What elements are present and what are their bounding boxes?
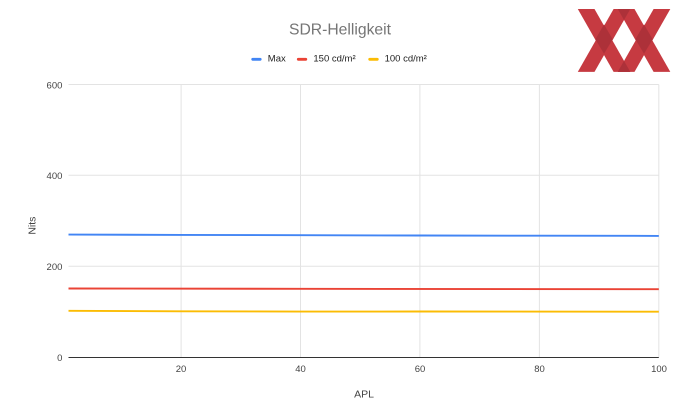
svg-text:80: 80 xyxy=(534,364,545,375)
svg-text:600: 600 xyxy=(47,80,63,91)
svg-text:APL: APL xyxy=(354,389,374,401)
svg-text:0: 0 xyxy=(57,353,62,364)
svg-text:60: 60 xyxy=(415,364,426,375)
svg-text:400: 400 xyxy=(47,171,63,182)
svg-text:40: 40 xyxy=(295,364,306,375)
svg-text:Nits: Nits xyxy=(27,217,39,235)
svg-text:20: 20 xyxy=(176,364,187,375)
svg-text:Max: Max xyxy=(268,53,286,64)
svg-text:200: 200 xyxy=(47,262,63,273)
svg-text:100 cd/m²: 100 cd/m² xyxy=(385,53,427,64)
svg-text:150 cd/m²: 150 cd/m² xyxy=(313,53,355,64)
svg-text:100: 100 xyxy=(651,364,667,375)
svg-text:SDR-Helligkeit: SDR-Helligkeit xyxy=(289,22,392,39)
